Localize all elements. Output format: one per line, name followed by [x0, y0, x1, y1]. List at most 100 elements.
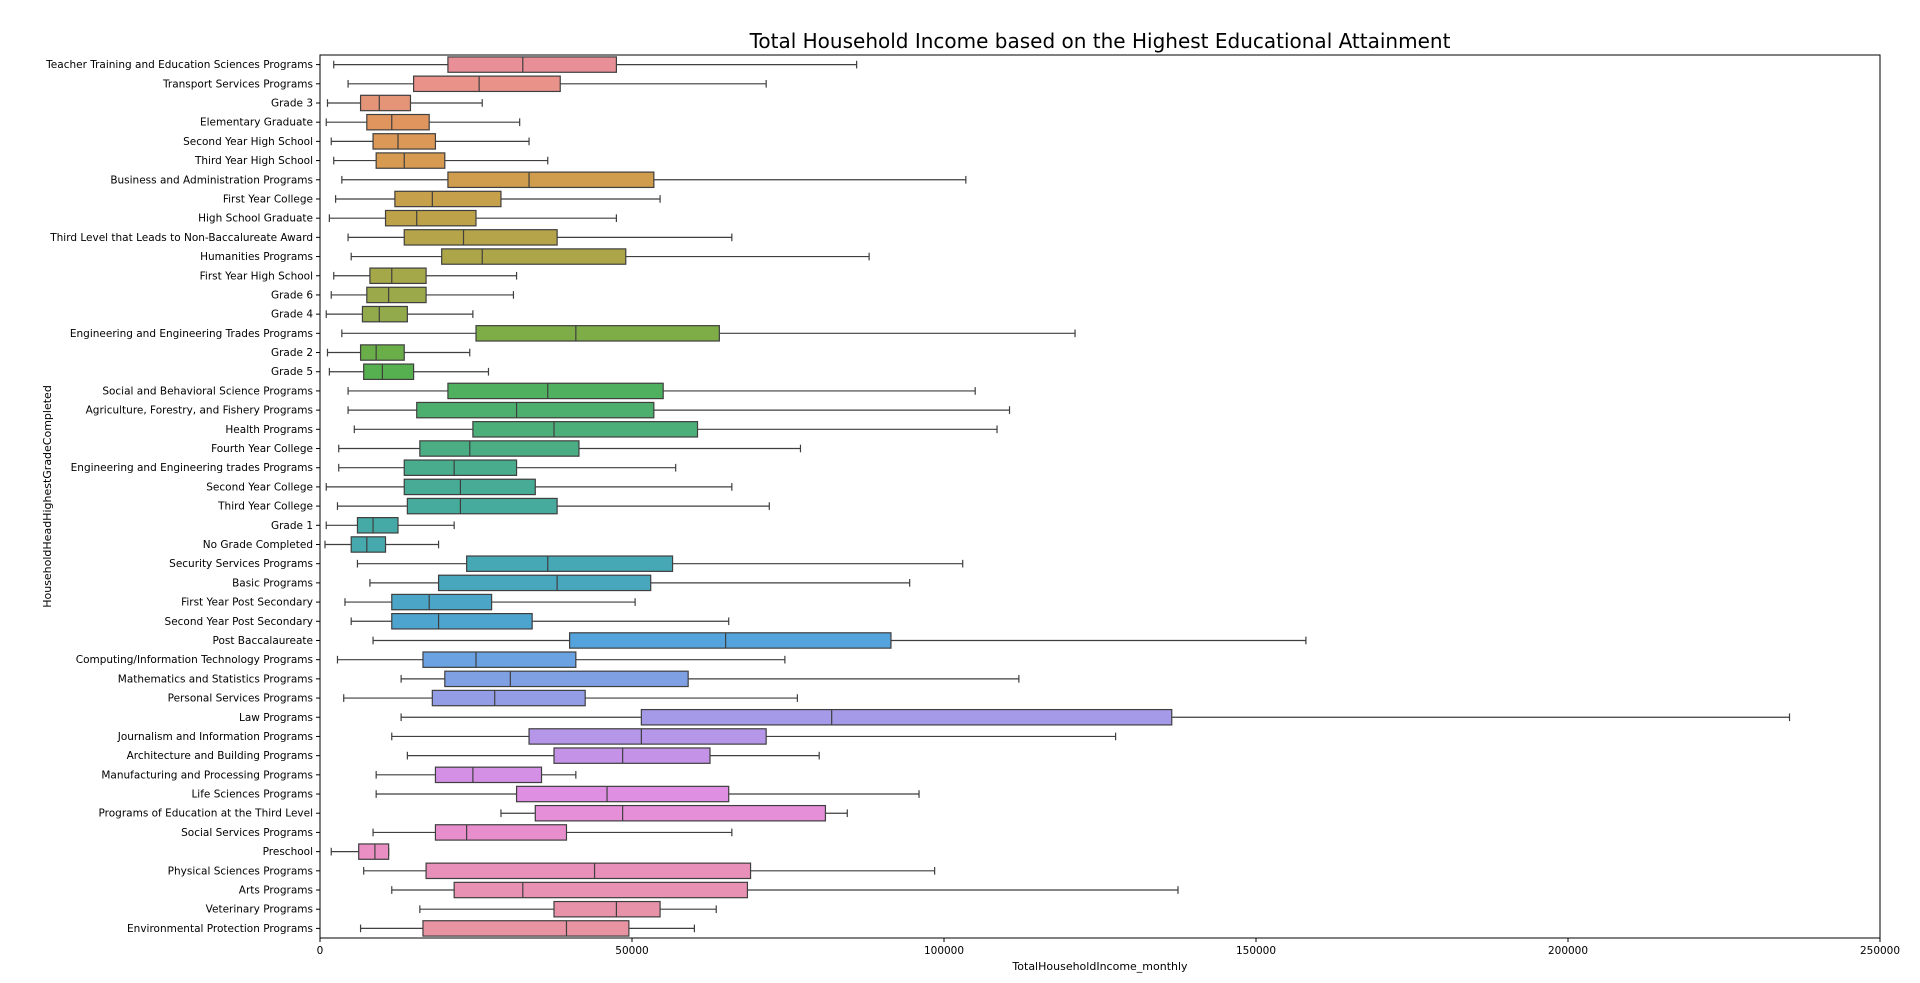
box-group [391, 728, 1117, 745]
iqr-box [472, 421, 699, 438]
y-tick-label: Grade 4 [271, 309, 313, 321]
box-group [333, 56, 858, 73]
iqr-box [391, 612, 533, 630]
iqr-box [453, 881, 749, 899]
box-group [347, 382, 976, 400]
box-group [333, 267, 518, 285]
box-group [328, 209, 618, 227]
iqr-box [419, 440, 580, 457]
iqr-box [356, 517, 399, 534]
y-axis: Teacher Training and Education Sciences … [45, 59, 320, 935]
iqr-box [441, 248, 627, 265]
iqr-box [413, 75, 561, 93]
x-tick-label: 250000 [1860, 945, 1900, 957]
y-tick-label: Humanities Programs [200, 251, 313, 263]
iqr-box [416, 401, 655, 419]
y-tick-label: Post Baccalaureate [213, 635, 314, 647]
x-tick-label: 100000 [924, 945, 964, 957]
box-group [325, 113, 521, 131]
iqr-box [422, 920, 630, 937]
iqr-box [361, 305, 408, 323]
iqr-box [363, 363, 415, 381]
y-tick-label: Grade 1 [271, 520, 313, 532]
iqr-box [350, 536, 387, 553]
iqr-box [391, 593, 493, 611]
iqr-box [422, 651, 577, 668]
y-tick-label: Journalism and Information Programs [117, 731, 313, 743]
box-group [375, 785, 920, 803]
box-group [326, 94, 483, 112]
y-tick-label: Physical Sciences Programs [168, 865, 313, 877]
box-group [500, 804, 848, 822]
iqr-box [553, 900, 661, 918]
iqr-box [434, 766, 543, 784]
box-group [336, 497, 770, 515]
iqr-box [475, 325, 720, 342]
iqr-box [403, 478, 536, 496]
box-group [335, 190, 661, 208]
box-group [338, 440, 802, 457]
box-group [344, 593, 636, 611]
box-group [325, 305, 474, 323]
x-tick-label: 0 [317, 945, 324, 957]
y-tick-label: Basic Programs [232, 577, 313, 589]
y-tick-label: Grade 5 [271, 366, 313, 378]
iqr-box [384, 209, 477, 227]
box-group [350, 248, 870, 265]
y-tick-label: High School Graduate [198, 213, 313, 225]
boxes-layer [324, 56, 1791, 937]
iqr-box [466, 555, 674, 572]
box-group [406, 747, 820, 764]
x-axis: 0 50000 100000 150000 200000 250000 [317, 938, 1900, 957]
iqr-box [553, 747, 711, 764]
iqr-box [366, 113, 430, 131]
y-tick-label: Security Services Programs [169, 558, 313, 570]
box-group [419, 900, 717, 918]
y-tick-label: Third Year High School [194, 155, 313, 167]
x-axis-label: TotalHouseholdIncome_monthly [1011, 960, 1188, 973]
y-tick-label: Health Programs [225, 424, 313, 436]
y-tick-label: Preschool [263, 846, 313, 858]
box-group [326, 344, 471, 361]
y-tick-label: Second Year Post Secondary [165, 616, 313, 628]
iqr-box [444, 670, 689, 688]
box-group [324, 536, 440, 553]
y-tick-label: First Year College [223, 193, 313, 205]
y-tick-label: Agriculture, Forestry, and Fishery Progr… [86, 405, 313, 417]
box-group [353, 421, 998, 438]
iqr-box [431, 689, 586, 707]
box-group [347, 401, 1011, 419]
y-tick-label: Law Programs [239, 712, 313, 724]
x-tick-label: 50000 [615, 945, 648, 957]
box-group [328, 363, 490, 381]
x-tick-label: 200000 [1548, 945, 1588, 957]
y-tick-label: Teacher Training and Education Sciences … [45, 59, 313, 71]
iqr-box [447, 382, 664, 400]
box-group [372, 824, 733, 841]
box-group [336, 651, 786, 668]
y-tick-label: Engineering and Engineering Trades Progr… [70, 328, 313, 340]
y-tick-label: Grade 3 [271, 97, 313, 109]
y-tick-label: Elementary Graduate [200, 117, 313, 129]
iqr-box [447, 56, 618, 73]
y-tick-label: Third Level that Leads to Non-Baccalurea… [49, 232, 313, 244]
y-tick-label: Second Year College [206, 481, 313, 493]
box-group [325, 517, 455, 534]
iqr-box [372, 133, 437, 150]
y-tick-label: Programs of Education at the Third Level [99, 808, 313, 820]
box-group [347, 229, 733, 246]
iqr-box [369, 267, 427, 285]
iqr-box [366, 286, 427, 304]
iqr-box [375, 152, 446, 169]
box-group [359, 920, 696, 937]
box-group [330, 133, 530, 150]
y-tick-label: No Grade Completed [203, 539, 313, 551]
iqr-box [359, 344, 405, 361]
box-group [347, 75, 767, 93]
box-group [356, 555, 964, 572]
box-group [338, 459, 677, 476]
plot-frame [319, 54, 1881, 939]
iqr-box [358, 843, 390, 860]
y-tick-label: Mathematics and Statistics Programs [118, 673, 313, 685]
